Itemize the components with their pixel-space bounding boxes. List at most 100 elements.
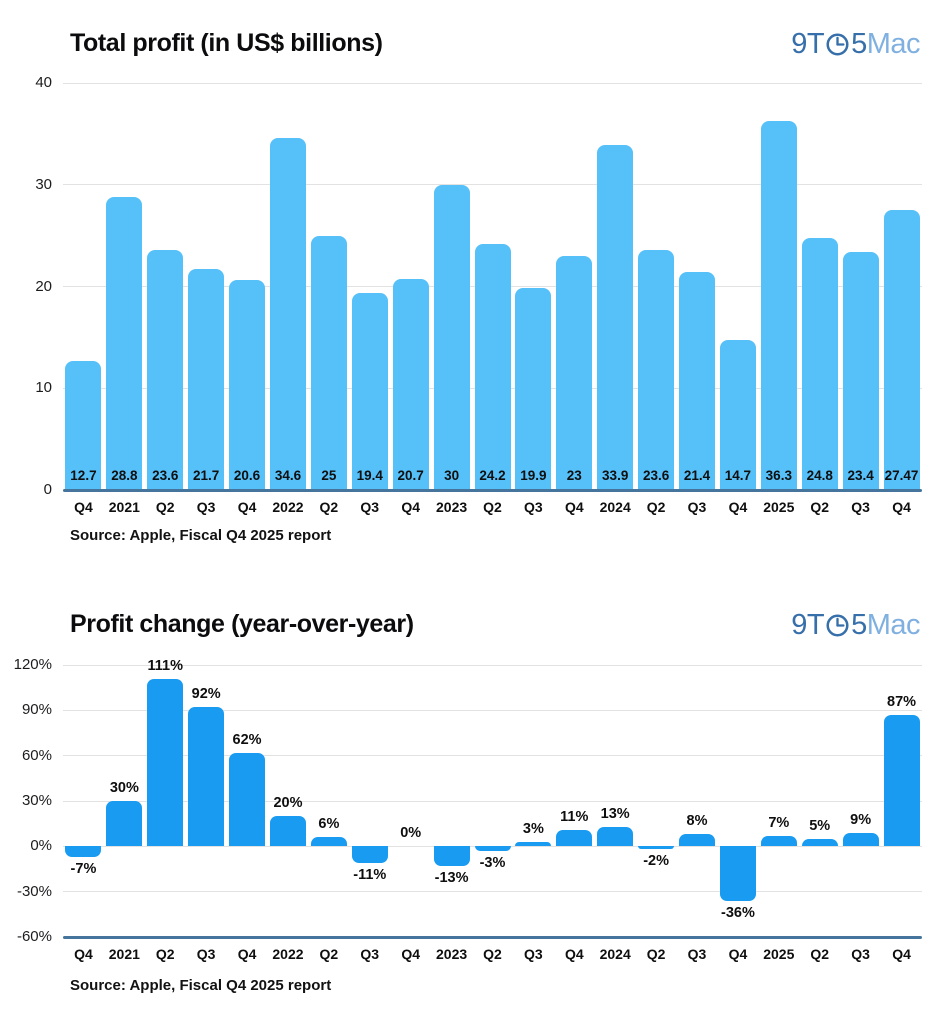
bar-14-Q2 bbox=[638, 249, 675, 490]
bar-0-Q4 bbox=[65, 846, 102, 857]
bar-value-label: -36% bbox=[720, 904, 755, 921]
y-axis-tick: -60% bbox=[16, 928, 52, 945]
y-axis-tick: 0% bbox=[30, 837, 52, 855]
logo-text-9t: 9T bbox=[791, 28, 825, 60]
bar-value-label: 23 bbox=[566, 468, 582, 483]
bar-value-label: 21.4 bbox=[683, 468, 711, 483]
bar-value-label: -3% bbox=[479, 854, 506, 871]
bar-value-label: 20% bbox=[273, 795, 303, 812]
x-axis-label: Q4 bbox=[892, 499, 911, 515]
total-profit-chart: Total profit (in US$ billions) 9T 5 Mac … bbox=[35, 28, 922, 544]
x-axis-label: Q4 bbox=[401, 946, 421, 962]
x-axis-label: Q3 bbox=[196, 946, 216, 962]
x-axis-label: Q2 bbox=[810, 499, 830, 515]
bar-3-Q3 bbox=[188, 269, 225, 490]
x-axis-label: Q3 bbox=[360, 499, 380, 515]
bar-15-Q3 bbox=[679, 272, 716, 490]
bar-value-label: 23.6 bbox=[152, 468, 179, 483]
bar-20-Q4 bbox=[883, 714, 920, 847]
bar-value-label: 14.7 bbox=[724, 468, 752, 483]
bar-value-label: -2% bbox=[643, 853, 669, 870]
bar-value-label: 34.6 bbox=[274, 468, 302, 483]
bar-11-Q3 bbox=[515, 841, 552, 847]
y-axis-tick: 40 bbox=[35, 74, 52, 91]
x-axis-label: Q3 bbox=[196, 499, 216, 515]
bar-value-label: 24.8 bbox=[806, 468, 833, 483]
bar-value-label: 92% bbox=[191, 686, 221, 703]
bar-2-Q2 bbox=[147, 249, 184, 490]
x-axis-label: 2023 bbox=[436, 499, 468, 515]
9to5mac-logo: 9T 5 Mac bbox=[791, 611, 920, 640]
bar-value-label: 36.3 bbox=[765, 468, 792, 483]
bar-value-label: 20.7 bbox=[397, 468, 424, 483]
bar-value-label: 21.7 bbox=[193, 468, 220, 483]
bar-value-label: 111% bbox=[147, 657, 183, 674]
clock-icon bbox=[826, 614, 849, 637]
x-axis-label: 2024 bbox=[599, 499, 631, 515]
bar-9-2023 bbox=[433, 184, 470, 490]
gridline bbox=[63, 709, 922, 711]
bar-10-Q2 bbox=[474, 243, 511, 490]
x-axis-label: Q3 bbox=[851, 946, 870, 962]
bar-value-label: 33.9 bbox=[602, 468, 629, 483]
x-axis-label: 2022 bbox=[272, 946, 304, 962]
bar-4-Q4 bbox=[229, 752, 266, 847]
x-axis-label: Q3 bbox=[524, 499, 543, 515]
source-note: Source: Apple, Fiscal Q4 2025 report bbox=[70, 527, 332, 544]
bar-17-2025 bbox=[760, 120, 797, 490]
bar-7-Q3 bbox=[351, 846, 388, 863]
y-axis-tick: 30% bbox=[21, 792, 52, 809]
bar-13-2024 bbox=[597, 826, 634, 847]
x-axis-label: Q3 bbox=[524, 946, 543, 962]
x-axis-label: 2025 bbox=[763, 946, 795, 962]
x-axis-label: Q4 bbox=[237, 946, 257, 962]
x-axis-label: Q4 bbox=[74, 499, 93, 515]
bar-17-2025 bbox=[760, 835, 797, 847]
y-axis-tick: 20 bbox=[35, 277, 52, 295]
bar-value-label: 19.9 bbox=[520, 468, 547, 483]
bar-value-label: 30 bbox=[444, 468, 460, 483]
bar-6-Q2 bbox=[310, 235, 347, 490]
logo-text-9t: 9T bbox=[791, 609, 825, 641]
source-note: Source: Apple, Fiscal Q4 2025 report bbox=[70, 977, 332, 994]
x-axis-label: Q2 bbox=[646, 499, 666, 515]
bar-18-Q2 bbox=[801, 237, 838, 490]
logo-text-5: 5 bbox=[851, 28, 867, 60]
bar-9-2023 bbox=[433, 846, 470, 866]
x-axis-label: Q2 bbox=[319, 499, 339, 515]
y-axis-tick: 0 bbox=[43, 481, 52, 498]
bar-5-2022 bbox=[269, 816, 306, 847]
bar-12-Q4 bbox=[556, 829, 593, 847]
bar-value-label: 23.6 bbox=[642, 468, 670, 483]
bar-value-label: -7% bbox=[70, 860, 97, 877]
bar-7-Q3 bbox=[351, 292, 388, 490]
x-axis-label: 2021 bbox=[108, 499, 140, 515]
bar-20-Q4 bbox=[883, 210, 920, 490]
x-axis-label: Q2 bbox=[155, 499, 175, 515]
bar-3-Q3 bbox=[188, 707, 225, 847]
x-axis-label: 2025 bbox=[763, 499, 795, 515]
y-axis-tick: -30% bbox=[16, 882, 52, 900]
bar-4-Q4 bbox=[229, 280, 266, 490]
bar-11-Q3 bbox=[515, 287, 552, 490]
bar-value-label: 19.4 bbox=[356, 468, 383, 483]
logo-text-mac: Mac bbox=[866, 609, 921, 641]
bar-19-Q3 bbox=[842, 832, 879, 847]
bar-16-Q4 bbox=[719, 340, 756, 490]
x-axis-label: Q2 bbox=[810, 946, 830, 962]
x-axis-label: 2021 bbox=[108, 946, 140, 962]
bar-value-label: -13% bbox=[434, 869, 469, 886]
bar-15-Q3 bbox=[679, 834, 716, 847]
x-axis-line bbox=[63, 488, 922, 492]
y-axis-tick: 120% bbox=[13, 656, 52, 673]
bar-14-Q2 bbox=[638, 846, 675, 850]
bar-value-label: 0% bbox=[400, 825, 422, 842]
x-axis-label: Q4 bbox=[237, 499, 257, 515]
bar-19-Q3 bbox=[842, 251, 879, 490]
bar-value-label: 5% bbox=[809, 817, 831, 834]
bar-value-label: 24.2 bbox=[479, 468, 506, 483]
x-axis-label: Q2 bbox=[319, 946, 339, 962]
x-axis-label: Q4 bbox=[564, 946, 584, 962]
bar-value-label: 7% bbox=[768, 814, 790, 831]
